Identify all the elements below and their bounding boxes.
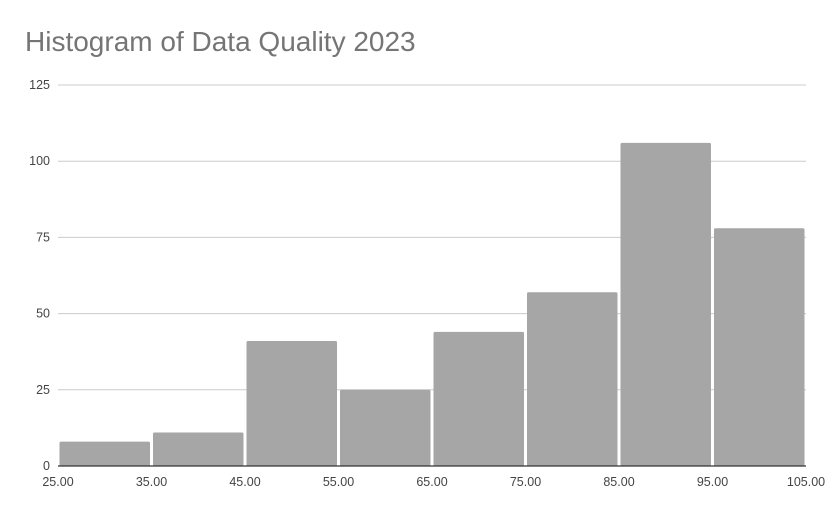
x-tick-label-25: 25.00 (42, 475, 73, 489)
x-tick-label-95: 95.00 (697, 475, 728, 489)
histogram-bar-95-105 (714, 228, 805, 466)
histogram-bar-35-45 (153, 432, 244, 466)
x-tick-label-55: 55.00 (323, 475, 354, 489)
x-tick-label-75: 75.00 (510, 475, 541, 489)
histogram-bar-45-55 (246, 341, 337, 466)
chart-title: Histogram of Data Quality 2023 (25, 26, 416, 57)
histogram-bar-25-35 (59, 441, 150, 466)
x-tick-label-85: 85.00 (603, 475, 634, 489)
x-tick-label-35: 35.00 (136, 475, 167, 489)
histogram-bar-85-95 (620, 142, 711, 467)
x-tick-label-45: 45.00 (229, 475, 260, 489)
x-tick-label-105: 105.00 (787, 475, 825, 489)
y-axis-ticks: 0 25 50 75 100 125 (29, 78, 50, 473)
y-tick-label-75: 75 (36, 230, 50, 244)
x-axis-ticks: 25.00 35.00 45.00 55.00 65.00 75.00 85.00 95.00… (42, 475, 825, 489)
y-tick-label-100: 100 (29, 154, 50, 168)
histogram-bar-75-85 (527, 292, 618, 466)
y-tick-label-125: 125 (29, 78, 50, 92)
histogram-bar-55-65 (340, 389, 431, 466)
y-tick-label-0: 0 (43, 459, 50, 473)
histogram-bar-65-75 (433, 331, 524, 466)
y-tick-label-25: 25 (36, 383, 50, 397)
y-tick-label-50: 50 (36, 307, 50, 321)
x-tick-label-65: 65.00 (416, 475, 447, 489)
histogram-bars (59, 142, 805, 467)
